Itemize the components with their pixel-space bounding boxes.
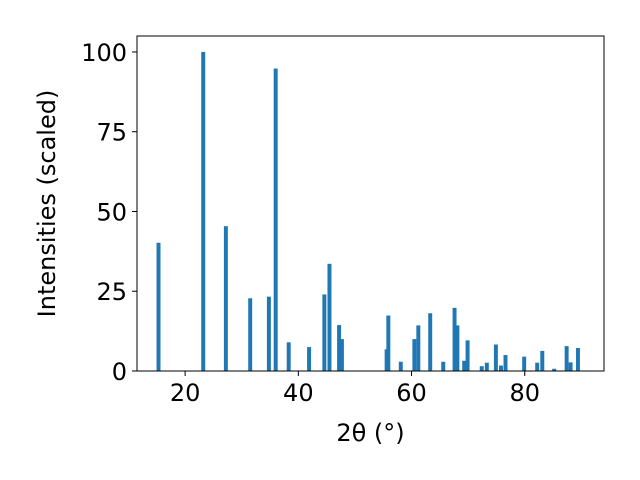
x-tick-label: 40: [283, 379, 314, 407]
bar: [223, 226, 228, 371]
bar: [201, 51, 206, 371]
bar: [568, 362, 573, 371]
bar: [522, 356, 527, 371]
bar: [337, 325, 342, 371]
bar: [455, 325, 460, 371]
bar: [339, 339, 344, 371]
bar: [540, 350, 545, 371]
plot-frame: [136, 35, 605, 372]
y-tick-label: 75: [96, 119, 127, 147]
bar: [398, 361, 403, 371]
bar: [535, 362, 540, 371]
bar: [441, 361, 446, 371]
bar: [479, 366, 484, 371]
x-tick-label: 80: [509, 379, 540, 407]
bar: [327, 263, 332, 371]
bar: [286, 342, 291, 371]
bar: [266, 296, 271, 371]
x-tick-label: 60: [396, 379, 427, 407]
y-axis-label: Intensities (scaled): [33, 90, 61, 318]
bar: [564, 346, 569, 371]
bar: [248, 298, 253, 371]
bar: [273, 68, 278, 371]
bar: [552, 368, 557, 371]
y-axis: 0 25 50 75 100: [81, 39, 137, 386]
y-tick-label: 100: [81, 39, 127, 67]
bar: [307, 347, 312, 371]
bar: [575, 348, 580, 371]
bar: [322, 294, 327, 371]
bar: [462, 360, 467, 371]
y-tick-label: 25: [96, 278, 127, 306]
bar: [503, 355, 508, 371]
bars-group: [156, 51, 580, 371]
bar: [416, 325, 421, 371]
bar: [156, 242, 161, 371]
y-tick-label: 0: [112, 358, 127, 386]
y-tick-label: 50: [96, 198, 127, 226]
bar: [484, 362, 489, 371]
bar: [412, 339, 417, 371]
bar: [452, 307, 457, 371]
bar: [493, 344, 498, 371]
x-axis: 20 40 60 80: [170, 371, 540, 407]
x-tick-label: 20: [170, 379, 201, 407]
bar: [428, 313, 433, 371]
bar: [386, 315, 391, 371]
bar: [499, 365, 503, 371]
x-axis-label: 2θ (°): [336, 419, 404, 447]
bar: [465, 340, 470, 371]
